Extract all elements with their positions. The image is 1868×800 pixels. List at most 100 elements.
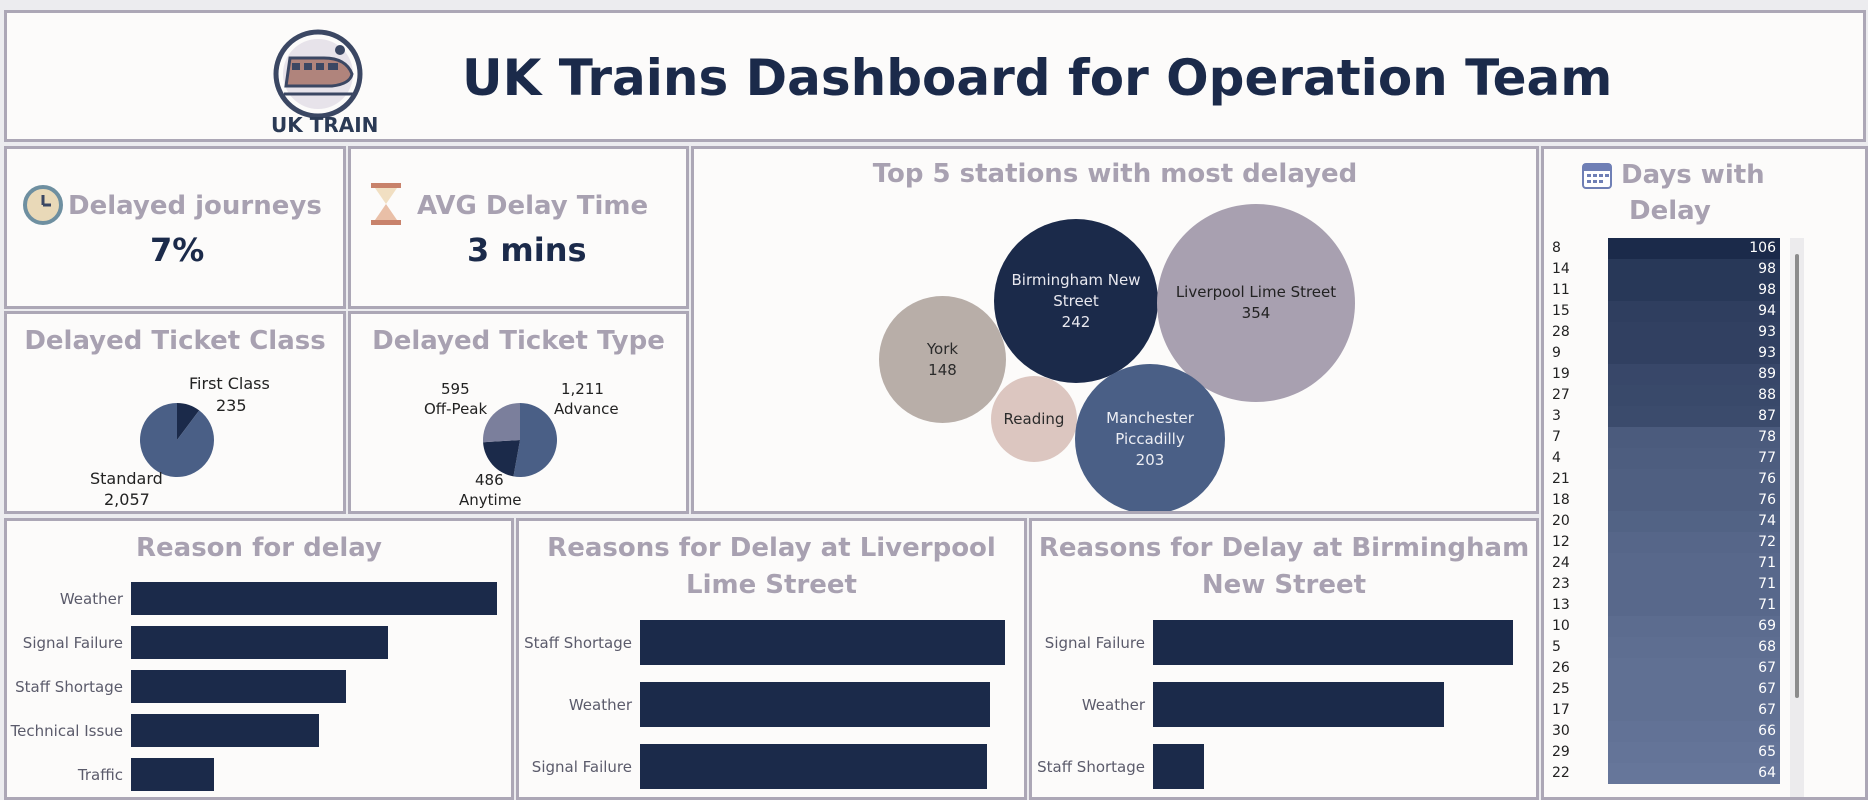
lpool-reason-panel: Reasons for Delay at Liverpool Lime Stre… <box>516 518 1027 800</box>
calendar-icon <box>1582 163 1612 189</box>
pie-slice-advance[interactable] <box>513 403 557 477</box>
day-delay-cell[interactable]: 106 <box>1608 238 1780 259</box>
day-delay-cell[interactable]: 78 <box>1608 427 1780 448</box>
day-delay-cell[interactable]: 68 <box>1608 637 1780 658</box>
day-row[interactable]: 13 71 <box>1544 595 1794 616</box>
header-panel: UK TRAIN UK Trains Dashboard for Operati… <box>4 10 1866 142</box>
day-delay-cell[interactable]: 64 <box>1608 763 1780 784</box>
day-delay-cell[interactable]: 87 <box>1608 406 1780 427</box>
day-delay-cell[interactable]: 88 <box>1608 385 1780 406</box>
day-row[interactable]: 3 87 <box>1544 406 1794 427</box>
day-row[interactable]: 28 93 <box>1544 322 1794 343</box>
day-number: 5 <box>1552 639 1561 655</box>
day-delay-cell[interactable]: 76 <box>1608 469 1780 490</box>
days-scrollbar-thumb[interactable] <box>1795 254 1799 698</box>
day-delay-cell[interactable]: 67 <box>1608 700 1780 721</box>
day-delay-cell[interactable]: 67 <box>1608 658 1780 679</box>
bar-traffic[interactable] <box>131 758 214 791</box>
bar-technical-issue[interactable] <box>131 714 319 747</box>
pie-slice-off-peak[interactable] <box>483 403 520 443</box>
day-row[interactable]: 22 64 <box>1544 763 1794 784</box>
day-delay-cell[interactable]: 72 <box>1608 532 1780 553</box>
day-delay-cell[interactable]: 98 <box>1608 280 1780 301</box>
reason-title: Reason for delay <box>136 533 382 563</box>
bham-reason-panel: Reasons for Delay at Birmingham New Stre… <box>1029 518 1539 800</box>
day-row[interactable]: 11 98 <box>1544 280 1794 301</box>
bar-staff-shortage[interactable] <box>640 620 1005 665</box>
day-row[interactable]: 10 69 <box>1544 616 1794 637</box>
day-row[interactable]: 30 66 <box>1544 721 1794 742</box>
bar-signal-failure[interactable] <box>640 744 988 789</box>
day-row[interactable]: 14 98 <box>1544 259 1794 280</box>
ticket-type-panel: Delayed Ticket Type 595 Off-Peak 1,211 A… <box>348 311 689 514</box>
day-delay-cell[interactable]: 71 <box>1608 595 1780 616</box>
day-row[interactable]: 19 89 <box>1544 364 1794 385</box>
bham-value: 242 <box>1061 312 1091 331</box>
kpi-delayed-value: 7% <box>150 231 205 269</box>
day-row[interactable]: 24 71 <box>1544 553 1794 574</box>
day-delay-cell[interactable]: 65 <box>1608 742 1780 763</box>
day-row[interactable]: 7 78 <box>1544 427 1794 448</box>
pie-slice-standard[interactable] <box>140 403 214 477</box>
bar-signal-failure[interactable] <box>1153 620 1513 665</box>
days-heatmap[interactable]: 8 106 14 98 11 98 15 94 28 93 9 93 19 89 27 88 3 87 7 78 4 77… <box>1544 238 1804 797</box>
standard-label: Standard <box>90 469 163 488</box>
day-row[interactable]: 5 68 <box>1544 637 1794 658</box>
day-delay-cell[interactable]: 74 <box>1608 511 1780 532</box>
day-delay-cell[interactable]: 89 <box>1608 364 1780 385</box>
day-number: 14 <box>1552 261 1570 277</box>
reason-bar-chart: Weather Signal Failure Staff Shortage Techn… <box>7 521 511 797</box>
day-delay-cell[interactable]: 93 <box>1608 343 1780 364</box>
bham-reason-title: Reasons for Delay at Birmingham New Stre… <box>1038 533 1530 600</box>
day-delay-cell[interactable]: 67 <box>1608 679 1780 700</box>
day-row[interactable]: 20 74 <box>1544 511 1794 532</box>
kpi-delayed-label: Delayed journeys <box>68 191 322 221</box>
day-row[interactable]: 26 67 <box>1544 658 1794 679</box>
day-row[interactable]: 25 67 <box>1544 679 1794 700</box>
day-delay-cell[interactable]: 94 <box>1608 301 1780 322</box>
day-row[interactable]: 21 76 <box>1544 469 1794 490</box>
day-number: 9 <box>1552 345 1561 361</box>
day-row[interactable]: 12 72 <box>1544 532 1794 553</box>
bar-label: Signal Failure <box>1044 633 1145 652</box>
anytime-label: Anytime <box>459 491 522 509</box>
day-delay-cell[interactable]: 98 <box>1608 259 1780 280</box>
pie-slice-anytime[interactable] <box>483 440 520 477</box>
day-row[interactable]: 9 93 <box>1544 343 1794 364</box>
day-number: 24 <box>1552 555 1570 571</box>
bar-weather[interactable] <box>131 582 497 615</box>
bham-bar-chart: Signal Failure Weather Staff Shortage <box>1032 521 1536 797</box>
bar-staff-shortage[interactable] <box>131 670 347 703</box>
day-delay-cell[interactable]: 71 <box>1608 553 1780 574</box>
day-delay-cell[interactable]: 71 <box>1608 574 1780 595</box>
day-row[interactable]: 17 67 <box>1544 700 1794 721</box>
train-logo-icon <box>273 29 363 119</box>
bar-staff-shortage[interactable] <box>1153 744 1205 789</box>
day-number: 18 <box>1552 492 1570 508</box>
ticket-class-title: Delayed Ticket Class <box>24 326 326 356</box>
bubble-reading: Reading <box>991 376 1077 462</box>
day-delay-cell[interactable]: 93 <box>1608 322 1780 343</box>
day-row[interactable]: 4 77 <box>1544 448 1794 469</box>
advance-label: Advance <box>554 400 619 418</box>
bar-weather[interactable] <box>1153 682 1445 727</box>
day-row[interactable]: 18 76 <box>1544 490 1794 511</box>
day-row[interactable]: 23 71 <box>1544 574 1794 595</box>
pie-slice-first-class[interactable] <box>177 403 200 440</box>
day-row[interactable]: 29 65 <box>1544 742 1794 763</box>
day-number: 7 <box>1552 429 1561 445</box>
days-scrollbar[interactable] <box>1790 238 1804 797</box>
day-row[interactable]: 8 106 <box>1544 238 1794 259</box>
bar-weather[interactable] <box>640 682 991 727</box>
day-row[interactable]: 27 88 <box>1544 385 1794 406</box>
day-delay-cell[interactable]: 69 <box>1608 616 1780 637</box>
lpool-reason-title: Reasons for Delay at Liverpool Lime Stre… <box>547 533 996 600</box>
day-delay-cell[interactable]: 77 <box>1608 448 1780 469</box>
bar-signal-failure[interactable] <box>131 626 389 659</box>
days-panel: Days with Delay 8 106 14 98 11 98 15 94 28 93 9 93 1… <box>1541 146 1868 800</box>
day-row[interactable]: 15 94 <box>1544 301 1794 322</box>
day-delay-cell[interactable]: 66 <box>1608 721 1780 742</box>
day-delay-cell[interactable]: 76 <box>1608 490 1780 511</box>
day-number: 3 <box>1552 408 1561 424</box>
bubble-manchester: Manchester Piccadilly 203 <box>1075 364 1225 511</box>
